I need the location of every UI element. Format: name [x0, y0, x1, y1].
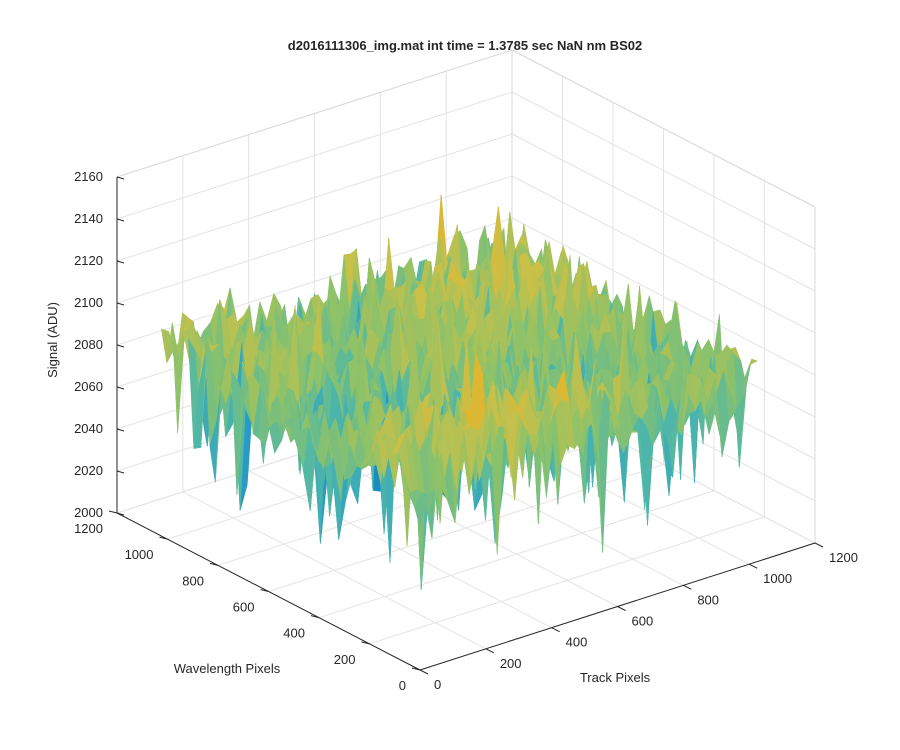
z-tick — [116, 386, 125, 390]
z-tick-label: 2160 — [74, 169, 103, 184]
side-wall-gridline-z — [511, 217, 816, 376]
z-tick — [116, 176, 125, 180]
x-tick — [748, 563, 758, 569]
y-tick — [411, 667, 421, 671]
y-tick — [209, 562, 219, 566]
z-tick — [116, 302, 125, 306]
x-tick — [419, 669, 429, 675]
z-tick-label: 2020 — [74, 463, 103, 478]
back-wall-gridline-z — [116, 175, 513, 304]
z-tick-label: 2100 — [74, 295, 103, 310]
z-tick-label: 2140 — [74, 211, 103, 226]
signal-surface — [161, 194, 758, 590]
x-tick-label: 200 — [500, 656, 522, 671]
surface-patch — [414, 492, 428, 528]
x-tick — [551, 627, 560, 633]
y-tick — [159, 536, 168, 540]
x-tick-label: 400 — [566, 635, 588, 650]
x-tick — [814, 542, 824, 548]
y-tick — [310, 615, 320, 619]
x-tick — [683, 584, 692, 590]
x-axis-label: Track Pixels — [580, 670, 651, 685]
y-tick-label: 200 — [334, 652, 356, 667]
z-tick — [116, 260, 125, 264]
y-tick-label: 600 — [233, 600, 255, 615]
tick-labels: 0 200 400 600 800 1000 1200 0 200 400 600 800 1000 12… — [74, 169, 858, 693]
box-edge — [511, 49, 816, 208]
z-tick — [116, 470, 125, 474]
y-tick — [361, 641, 370, 645]
x-tick-label: 1000 — [763, 571, 792, 586]
z-tick-label: 2080 — [74, 337, 103, 352]
y-axis-label: Wavelength Pixels — [174, 661, 281, 676]
z-tick — [116, 512, 125, 516]
z-tick — [116, 428, 125, 432]
y-tick-label: 400 — [283, 626, 305, 641]
y-tick — [260, 589, 269, 592]
x-tick — [617, 606, 626, 611]
z-tick — [116, 344, 125, 348]
y-tick — [108, 510, 118, 514]
side-wall-gridline-z — [511, 133, 816, 292]
back-wall-gridline-z — [116, 91, 513, 220]
z-tick-label: 2120 — [74, 253, 103, 268]
y-tick-label: 800 — [182, 573, 204, 588]
z-tick-label: 2000 — [74, 505, 103, 520]
chart-title: d2016111306_img.mat int time = 1.3785 se… — [288, 38, 642, 53]
z-axis-label: Signal (ADU) — [45, 302, 60, 378]
y-tick-label: 0 — [399, 678, 406, 693]
x-tick — [485, 648, 495, 654]
y-tick-label: 1200 — [74, 521, 103, 536]
x-tick-label: 1200 — [829, 550, 858, 565]
side-wall-gridline-z — [511, 175, 816, 334]
side-wall-gridline-z — [511, 91, 816, 250]
x-tick-label: 800 — [697, 592, 719, 607]
y-tick-label: 1000 — [125, 547, 154, 562]
floor-gridline-y — [369, 516, 765, 645]
x-tick-label: 0 — [434, 677, 441, 692]
axes-lines — [108, 176, 824, 675]
z-tick — [116, 218, 125, 222]
z-tick-label: 2060 — [74, 379, 103, 394]
x-tick-label: 600 — [632, 614, 654, 629]
back-wall-gridline-z — [116, 133, 513, 262]
box-edge — [116, 49, 513, 178]
z-tick-label: 2040 — [74, 421, 103, 436]
